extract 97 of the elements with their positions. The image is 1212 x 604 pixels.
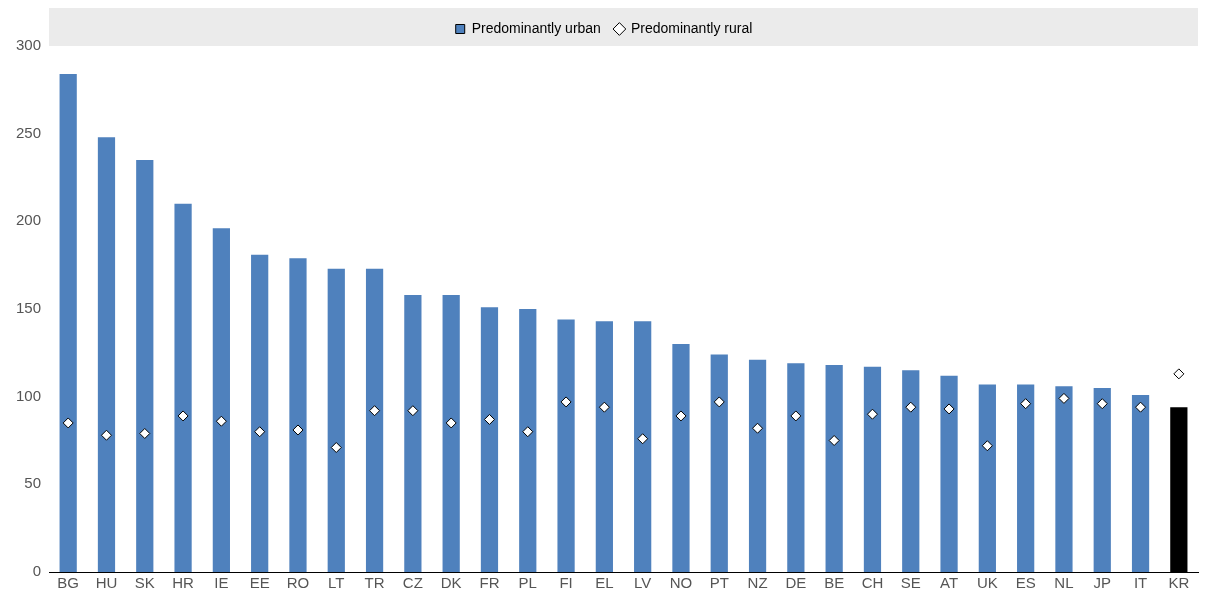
x-tick-label: IT xyxy=(1133,574,1148,592)
point xyxy=(1096,398,1108,410)
bar xyxy=(1055,386,1073,572)
point xyxy=(675,410,687,422)
bar xyxy=(710,354,728,572)
point xyxy=(981,440,993,452)
legend-label: Predominantly rural xyxy=(630,19,753,36)
bar xyxy=(1131,394,1150,572)
bar xyxy=(748,359,767,572)
point xyxy=(445,417,457,429)
point xyxy=(177,410,189,422)
point xyxy=(790,410,802,422)
bar xyxy=(289,258,307,572)
bar xyxy=(1017,384,1035,572)
x-tick-label: NL xyxy=(1054,574,1074,592)
x-tick-label: IE xyxy=(214,574,229,592)
point xyxy=(330,442,342,454)
legend-label: Predominantly urban xyxy=(471,19,601,36)
x-tick-label: TR xyxy=(364,574,385,592)
point xyxy=(905,401,917,413)
bar xyxy=(251,254,269,572)
bar xyxy=(59,74,77,572)
bar xyxy=(595,321,613,572)
x-tick-label: PL xyxy=(518,574,537,592)
x-tick-label: CH xyxy=(861,574,884,592)
x-tick-label: LT xyxy=(328,574,345,592)
x-tick-label: FR xyxy=(479,574,500,592)
y-tick-label: 50 xyxy=(24,474,42,492)
bar xyxy=(174,203,192,572)
bar xyxy=(97,137,116,572)
point xyxy=(407,405,419,417)
x-tick-label: FI xyxy=(559,574,573,592)
bar xyxy=(672,344,690,572)
point xyxy=(1135,401,1147,413)
point xyxy=(752,422,764,434)
x-tick-label: AT xyxy=(940,574,959,592)
bar xyxy=(442,294,460,572)
x-tick-label: SE xyxy=(900,574,921,592)
x-tick-label: UK xyxy=(976,574,998,592)
point xyxy=(943,403,955,415)
bar xyxy=(519,309,537,572)
x-tick-label: EE xyxy=(249,574,270,592)
x-tick-label: BE xyxy=(824,574,845,592)
x-tick-label: BG xyxy=(57,574,80,592)
bar xyxy=(787,363,805,572)
y-tick-label: 0 xyxy=(32,562,42,580)
bar xyxy=(327,268,345,572)
x-tick-label: KR xyxy=(1168,574,1190,592)
x-tick-label: DK xyxy=(440,574,462,592)
point xyxy=(215,415,227,427)
point xyxy=(100,429,112,441)
bar xyxy=(940,375,958,572)
bar xyxy=(212,228,230,572)
y-tick-label: 250 xyxy=(16,123,42,141)
bar xyxy=(863,366,882,572)
x-tick-label: NZ xyxy=(747,574,768,592)
bar xyxy=(634,321,652,572)
bar xyxy=(404,294,422,572)
x-tick-label: PT xyxy=(709,574,729,592)
point xyxy=(866,408,878,420)
x-tick-label: JP xyxy=(1093,574,1112,592)
point xyxy=(713,396,725,408)
bar xyxy=(557,319,575,572)
y-tick-label: 200 xyxy=(16,211,42,229)
point xyxy=(369,405,381,417)
x-tick-label: HR xyxy=(172,574,195,592)
bar xyxy=(825,365,843,572)
bar xyxy=(136,159,154,572)
point xyxy=(522,426,534,438)
point xyxy=(598,401,610,413)
point xyxy=(254,426,266,438)
point xyxy=(1020,398,1032,410)
x-tick-label: EL xyxy=(595,574,614,592)
point xyxy=(560,396,572,408)
point xyxy=(637,433,649,445)
bar xyxy=(902,370,920,572)
point xyxy=(828,435,840,446)
x-tick-label: CZ xyxy=(402,574,423,592)
bar xyxy=(1093,387,1111,572)
y-tick-label: 150 xyxy=(16,299,42,317)
point xyxy=(483,413,495,425)
bar xyxy=(480,307,499,572)
bar xyxy=(365,268,384,572)
x-tick-label: DE xyxy=(785,574,807,592)
y-tick-label: 100 xyxy=(16,386,42,404)
point xyxy=(292,424,304,436)
bar xyxy=(978,384,996,572)
x-tick-label: SK xyxy=(134,574,155,592)
point xyxy=(1058,392,1070,404)
x-tick-label: RO xyxy=(286,574,310,592)
x-tick-label: ES xyxy=(1015,574,1036,592)
x-tick-label: LV xyxy=(634,574,652,592)
x-tick-label: NO xyxy=(669,574,693,592)
point xyxy=(62,417,74,429)
x-tick-label: HU xyxy=(95,574,118,592)
y-tick-label: 300 xyxy=(16,36,42,54)
point xyxy=(139,427,151,439)
